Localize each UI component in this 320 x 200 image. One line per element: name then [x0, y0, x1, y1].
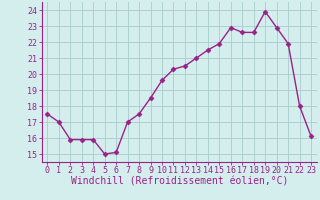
X-axis label: Windchill (Refroidissement éolien,°C): Windchill (Refroidissement éolien,°C): [70, 177, 288, 187]
